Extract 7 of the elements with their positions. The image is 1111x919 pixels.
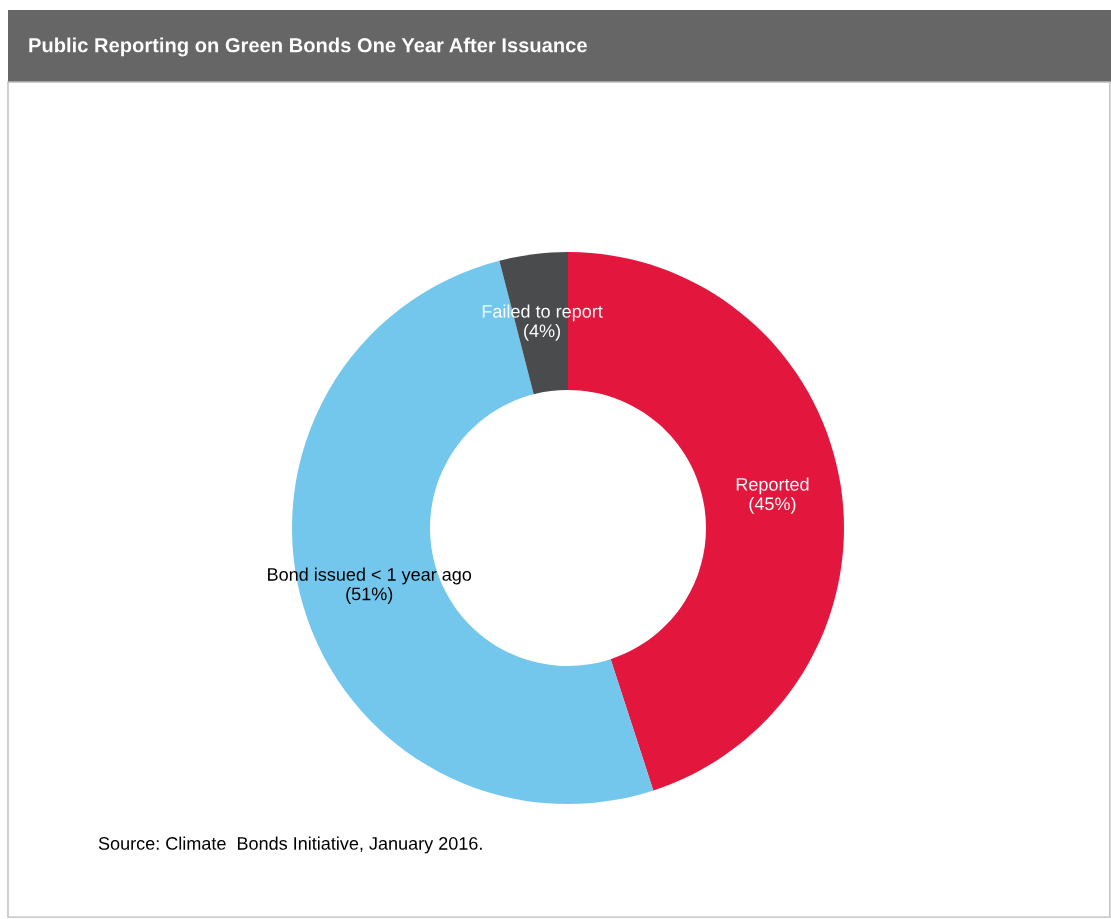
slice-label: Reported: [736, 477, 809, 495]
data-label: (51%): [346, 587, 393, 604]
data-label: (4%): [524, 323, 560, 341]
data-label: (45%): [749, 496, 796, 514]
source-note: Source: Climate Bonds Initiative, January 2016.: [98, 836, 482, 854]
chart-title: Public Reporting on Green Bonds One Year After Issuance: [29, 37, 587, 57]
slice-label: Bond issued < 1 year ago: [268, 567, 472, 585]
